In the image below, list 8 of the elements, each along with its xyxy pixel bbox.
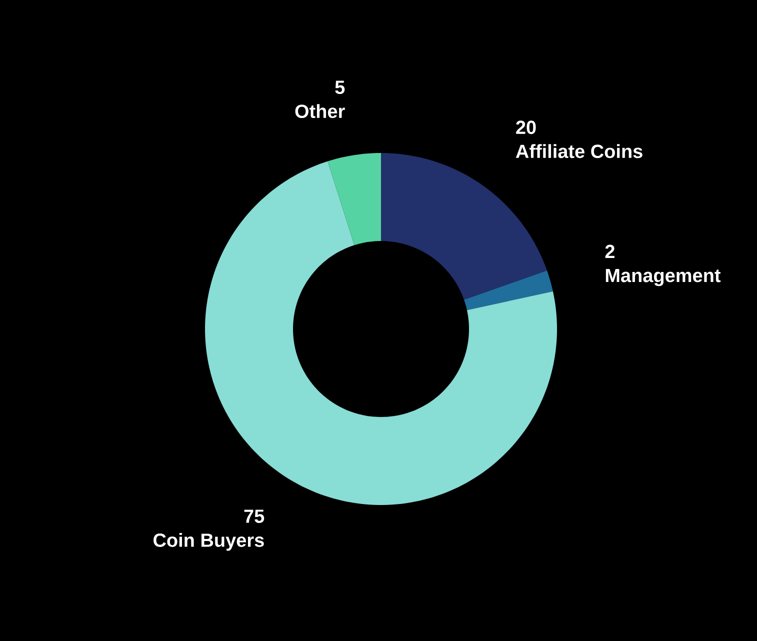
slice-label: Affiliate Coins: [516, 144, 642, 158]
data-label: 5: [335, 80, 345, 94]
slice-label: Coin Buyers: [154, 532, 264, 551]
data-label: 75: [244, 510, 264, 523]
data-label: 2: [605, 244, 614, 258]
data-label: 20: [516, 120, 536, 134]
slice-label: Other: [295, 104, 345, 118]
slice-label: Management: [606, 268, 721, 286]
